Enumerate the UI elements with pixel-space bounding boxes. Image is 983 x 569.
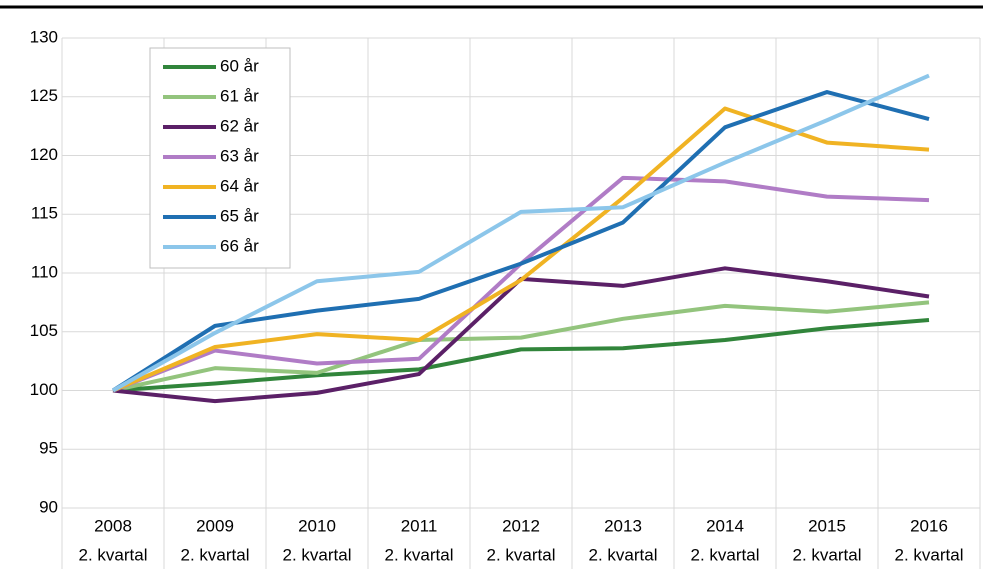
y-tick-label: 130 [30, 27, 58, 46]
x-tick-label: 2. kvartal [895, 545, 964, 564]
line-series [112, 73, 930, 393]
x-tick-label: 2. kvartal [793, 545, 862, 564]
legend-label: 60 år [220, 56, 259, 75]
x-tick-label: 2014 [706, 516, 744, 535]
y-tick-label: 110 [31, 262, 58, 281]
line-series [112, 300, 930, 393]
x-tick-label: 2. kvartal [283, 545, 352, 564]
legend-label: 62 år [220, 116, 259, 135]
x-tick-label: 2011 [401, 516, 438, 535]
x-tick-label: 2. kvartal [487, 545, 556, 564]
x-tick-label: 2008 [94, 516, 132, 535]
legend-label: 63 år [220, 146, 259, 165]
x-tick-label: 2016 [910, 516, 948, 535]
legend-label: 64 år [220, 176, 259, 195]
y-tick-label: 100 [30, 380, 58, 399]
x-tick-label: 2009 [196, 516, 234, 535]
x-tick-label: 2. kvartal [79, 545, 148, 564]
legend-label: 65 år [220, 206, 259, 225]
y-tick-label: 105 [30, 321, 58, 340]
y-tick-label: 90 [39, 497, 58, 516]
x-tick-label: 2. kvartal [691, 545, 760, 564]
line-series [111, 90, 930, 393]
legend-label: 66 år [220, 236, 259, 255]
x-tick-label: 2010 [298, 516, 336, 535]
legend-label: 61 år [220, 86, 259, 105]
x-tick-label: 2. kvartal [181, 545, 250, 564]
y-tick-label: 120 [30, 145, 58, 164]
line-series [112, 318, 930, 393]
x-tick-label: 2. kvartal [589, 545, 658, 564]
x-tick-label: 2015 [808, 516, 846, 535]
x-tick-label: 2. kvartal [385, 545, 454, 564]
line-series [112, 106, 930, 393]
y-tick-label: 115 [31, 204, 58, 223]
y-tick-label: 125 [30, 86, 58, 105]
y-tick-label: 95 [39, 439, 58, 458]
x-tick-label: 2012 [502, 516, 540, 535]
x-tick-label: 2013 [604, 516, 642, 535]
